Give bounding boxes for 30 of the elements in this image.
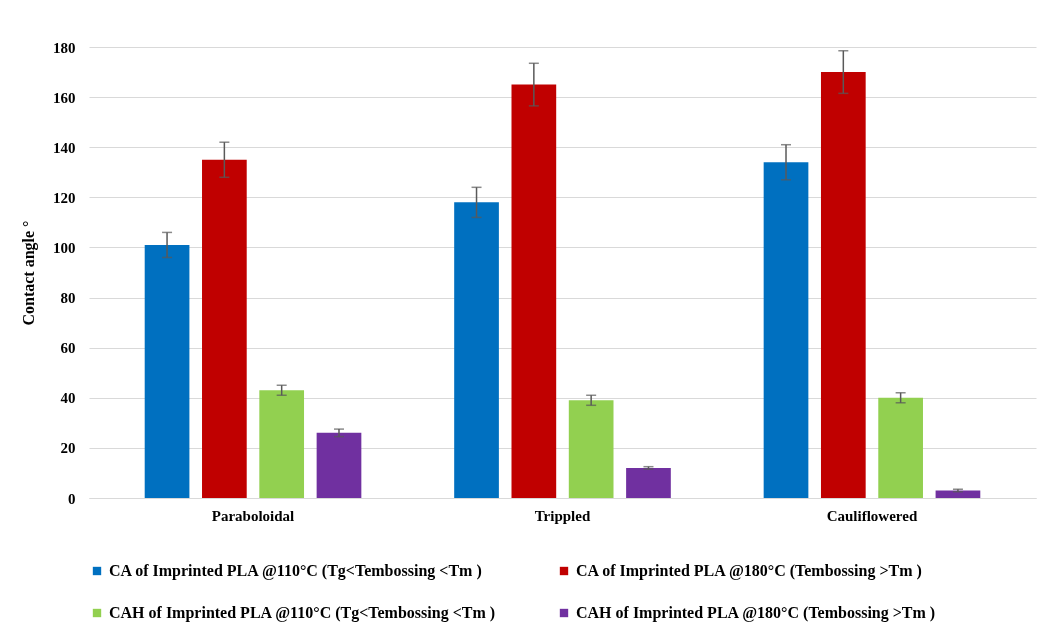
y-tick-label: 140 [53, 139, 76, 156]
legend-label: CAH of Imprinted PLA @110°C (Tg<Tembossing <Tm ) [109, 604, 496, 622]
bar [878, 397, 923, 498]
bar [202, 159, 247, 498]
legend-label: CA of Imprinted PLA @110°C (Tg<Tembossing <Tm ) [109, 562, 482, 580]
y-tick-label: 20 [60, 440, 76, 457]
y-axis-title: Contact angle ° [20, 220, 38, 326]
y-tick-label: 100 [53, 239, 76, 256]
y-tick-label: 60 [60, 340, 76, 357]
bar [144, 244, 190, 498]
y-tick-label: 120 [53, 189, 76, 206]
y-tick-label: 160 [53, 89, 76, 106]
y-tick-label: 180 [53, 39, 76, 56]
bar [763, 162, 809, 498]
bar [316, 432, 362, 498]
bar [820, 72, 866, 498]
bar [935, 490, 981, 498]
y-tick-label: 0 [68, 490, 76, 507]
legend-label: CAH of Imprinted PLA @180°C (Tembossing >Tm ) [576, 604, 936, 622]
x-tick-label: Cauliflowered [826, 507, 918, 524]
bar [511, 84, 557, 498]
x-tick-label: Paraboloidal [211, 507, 295, 524]
bar [259, 390, 305, 498]
y-tick-label: 80 [60, 290, 76, 307]
bar [568, 400, 614, 498]
x-tick-label: Trippled [534, 507, 591, 524]
bar [626, 467, 671, 498]
bar [454, 202, 499, 498]
y-tick-label: 40 [60, 390, 76, 407]
legend-label: CA of Imprinted PLA @180°C (Tembossing >Tm ) [576, 562, 922, 580]
